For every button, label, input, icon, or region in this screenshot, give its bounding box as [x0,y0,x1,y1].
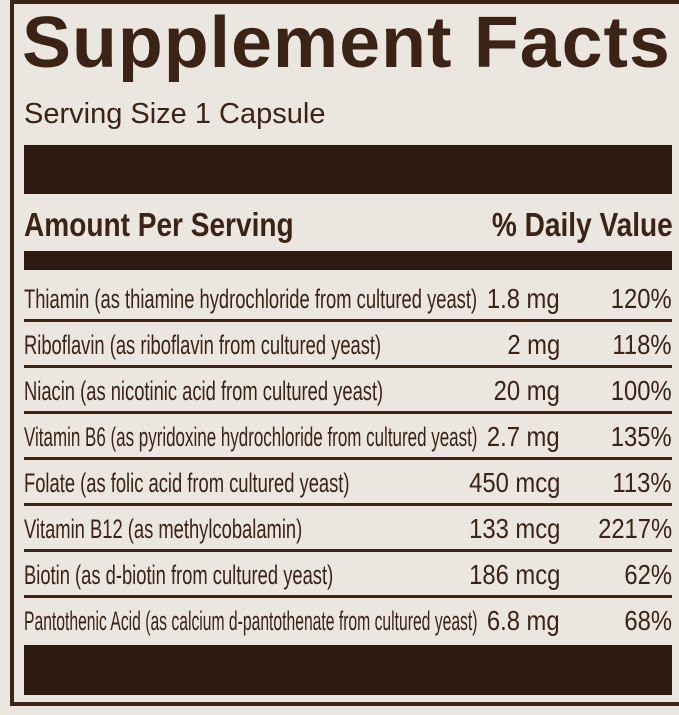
nutrient-amount: 186 mcg [468,559,560,590]
table-row: Pantothenic Acid (as calcium d-pantothen… [24,598,672,644]
daily-value: 135% [611,421,672,452]
nutrient-name: Vitamin B12 (as methylcobalamin) [24,514,303,544]
daily-value: 62% [624,559,672,590]
header-divider [24,251,672,270]
nutrient-amount: 20 mg [493,375,560,406]
nutrient-name: Folate (as folic acid from cultured yeas… [24,468,350,498]
label-border [10,0,679,706]
thick-divider [24,145,672,194]
daily-value-header: % Daily Value [492,206,673,243]
table-row: Folate (as folic acid from cultured yeas… [24,460,672,506]
daily-value: 118% [612,329,672,360]
daily-value: 120% [611,283,672,314]
nutrient-amount: 450 mcg [468,467,560,498]
table-row: Niacin (as nicotinic acid from cultured … [24,368,672,414]
nutrient-name: Thiamin (as thiamine hydrochloride from … [24,284,478,314]
table-row: Riboflavin (as riboflavin from cultured … [24,322,672,368]
serving-size: Serving Size 1 Capsule [24,98,326,130]
nutrient-amount: 6.8 mg [487,605,560,636]
daily-value: 68% [624,605,672,636]
daily-value: 2217% [597,513,672,544]
nutrient-amount: 2.7 mg [487,421,560,452]
nutrient-amount: 133 mcg [468,513,560,544]
daily-value: 113% [612,467,672,498]
nutrient-amount: 2 mg [507,329,560,360]
nutrient-name: Riboflavin (as riboflavin from cultured … [24,330,382,360]
table-row: Vitamin B6 (as pyridoxine hydrochloride … [24,414,672,460]
nutrient-name: Biotin (as d-biotin from cultured yeast) [24,560,334,590]
nutrient-name: Niacin (as nicotinic acid from cultured … [24,376,384,406]
nutrient-name: Pantothenic Acid (as calcium d-pantothen… [24,606,478,636]
nutrient-amount: 1.8 mg [487,283,560,314]
daily-value: 100% [611,375,672,406]
amount-per-serving-header: Amount Per Serving [24,206,294,243]
nutrient-name: Vitamin B6 (as pyridoxine hydrochloride … [24,422,478,452]
table-row: Vitamin B12 (as methylcobalamin) 133 mcg 2… [24,506,672,552]
bottom-divider [24,645,672,695]
table-row: Biotin (as d-biotin from cultured yeast)… [24,552,672,598]
label-title: Supplement Facts [22,3,671,83]
table-row: Thiamin (as thiamine hydrochloride from … [24,276,672,322]
